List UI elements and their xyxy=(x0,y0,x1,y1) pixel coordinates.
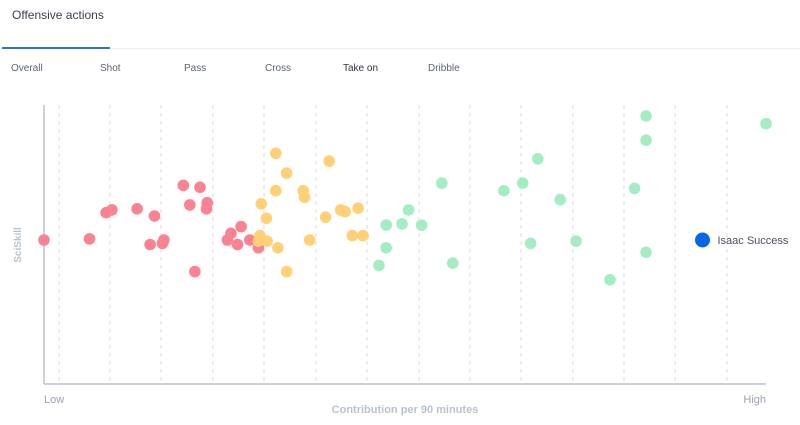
action-filter-bar: Overall Shot Pass Cross Take on Dribble xyxy=(0,60,800,80)
highlighted-player-point[interactable] xyxy=(695,232,710,248)
data-point-red[interactable] xyxy=(194,181,206,194)
data-point-green[interactable] xyxy=(380,219,393,231)
data-point-orange[interactable] xyxy=(270,184,282,197)
data-point-green[interactable] xyxy=(524,237,537,250)
data-point-orange[interactable] xyxy=(357,229,369,242)
data-point-green[interactable] xyxy=(516,177,529,189)
data-point-orange[interactable] xyxy=(260,212,273,225)
data-point-orange[interactable] xyxy=(303,234,316,246)
data-point-green[interactable] xyxy=(640,246,652,259)
data-point-orange[interactable] xyxy=(323,155,336,167)
data-point-red[interactable] xyxy=(131,203,143,215)
tab-label: Offensive actions xyxy=(12,8,104,22)
data-point-green[interactable] xyxy=(760,117,772,130)
data-point-orange[interactable] xyxy=(280,265,293,278)
data-point-orange[interactable] xyxy=(339,205,351,218)
data-point-red[interactable] xyxy=(144,238,156,251)
data-point-orange[interactable] xyxy=(346,229,359,242)
data-point-green[interactable] xyxy=(640,110,652,122)
data-point-red[interactable] xyxy=(189,265,201,278)
data-point-red[interactable] xyxy=(235,220,247,233)
data-point-green[interactable] xyxy=(380,242,393,254)
data-point-red[interactable] xyxy=(177,179,190,192)
data-point-green[interactable] xyxy=(570,235,582,247)
tab-bar: Offensive actions xyxy=(0,0,800,49)
filter-take-on[interactable]: Take on xyxy=(343,63,379,74)
data-point-red[interactable] xyxy=(158,234,170,246)
data-label: Isaac Success xyxy=(718,235,789,247)
data-point-red[interactable] xyxy=(184,199,196,211)
x-axis-label: Contribution per 90 minutes xyxy=(332,404,479,416)
x-tick-low: Low xyxy=(44,394,64,406)
data-point-red[interactable] xyxy=(38,234,50,246)
data-point-green[interactable] xyxy=(498,184,510,197)
data-point-red[interactable] xyxy=(83,233,96,245)
data-point-green[interactable] xyxy=(446,257,459,270)
data-point-red[interactable] xyxy=(231,238,244,251)
data-point-red[interactable] xyxy=(225,227,237,240)
data-point-green[interactable] xyxy=(373,259,385,272)
filter-dribble[interactable]: Dribble xyxy=(428,63,460,74)
filter-overall[interactable]: Overall xyxy=(11,63,43,74)
data-point-green[interactable] xyxy=(532,153,544,165)
data-point-red[interactable] xyxy=(201,196,213,209)
data-point-green[interactable] xyxy=(415,219,428,231)
filter-cross[interactable]: Cross xyxy=(265,63,292,74)
data-point-orange[interactable] xyxy=(261,235,273,247)
data-point-green[interactable] xyxy=(554,193,566,206)
data-point-orange[interactable] xyxy=(270,147,282,160)
data-point-green[interactable] xyxy=(436,177,448,189)
axis-labels: Low High Contribution per 90 minutes SciSki… xyxy=(13,227,766,416)
data-point-orange[interactable] xyxy=(319,211,332,223)
filter-pass[interactable]: Pass xyxy=(184,63,207,74)
data-point-green[interactable] xyxy=(402,204,415,216)
x-tick-high: High xyxy=(743,394,766,406)
data-points: Isaac Success xyxy=(38,110,789,286)
data-point-green[interactable] xyxy=(604,273,616,286)
data-point-green[interactable] xyxy=(628,182,641,195)
data-point-red[interactable] xyxy=(244,234,256,246)
data-point-red[interactable] xyxy=(148,210,161,222)
data-point-green[interactable] xyxy=(640,134,652,146)
data-point-orange[interactable] xyxy=(298,191,311,204)
data-point-green[interactable] xyxy=(396,218,408,230)
tab-offensive-actions[interactable]: Offensive actions xyxy=(2,0,110,49)
data-point-orange[interactable] xyxy=(272,242,284,254)
data-point-orange[interactable] xyxy=(280,167,293,179)
y-axis-label: SciSkill xyxy=(13,227,24,263)
data-point-orange[interactable] xyxy=(255,198,268,210)
data-point-red[interactable] xyxy=(106,204,118,216)
filter-shot[interactable]: Shot xyxy=(100,63,121,74)
data-point-orange[interactable] xyxy=(352,202,364,214)
